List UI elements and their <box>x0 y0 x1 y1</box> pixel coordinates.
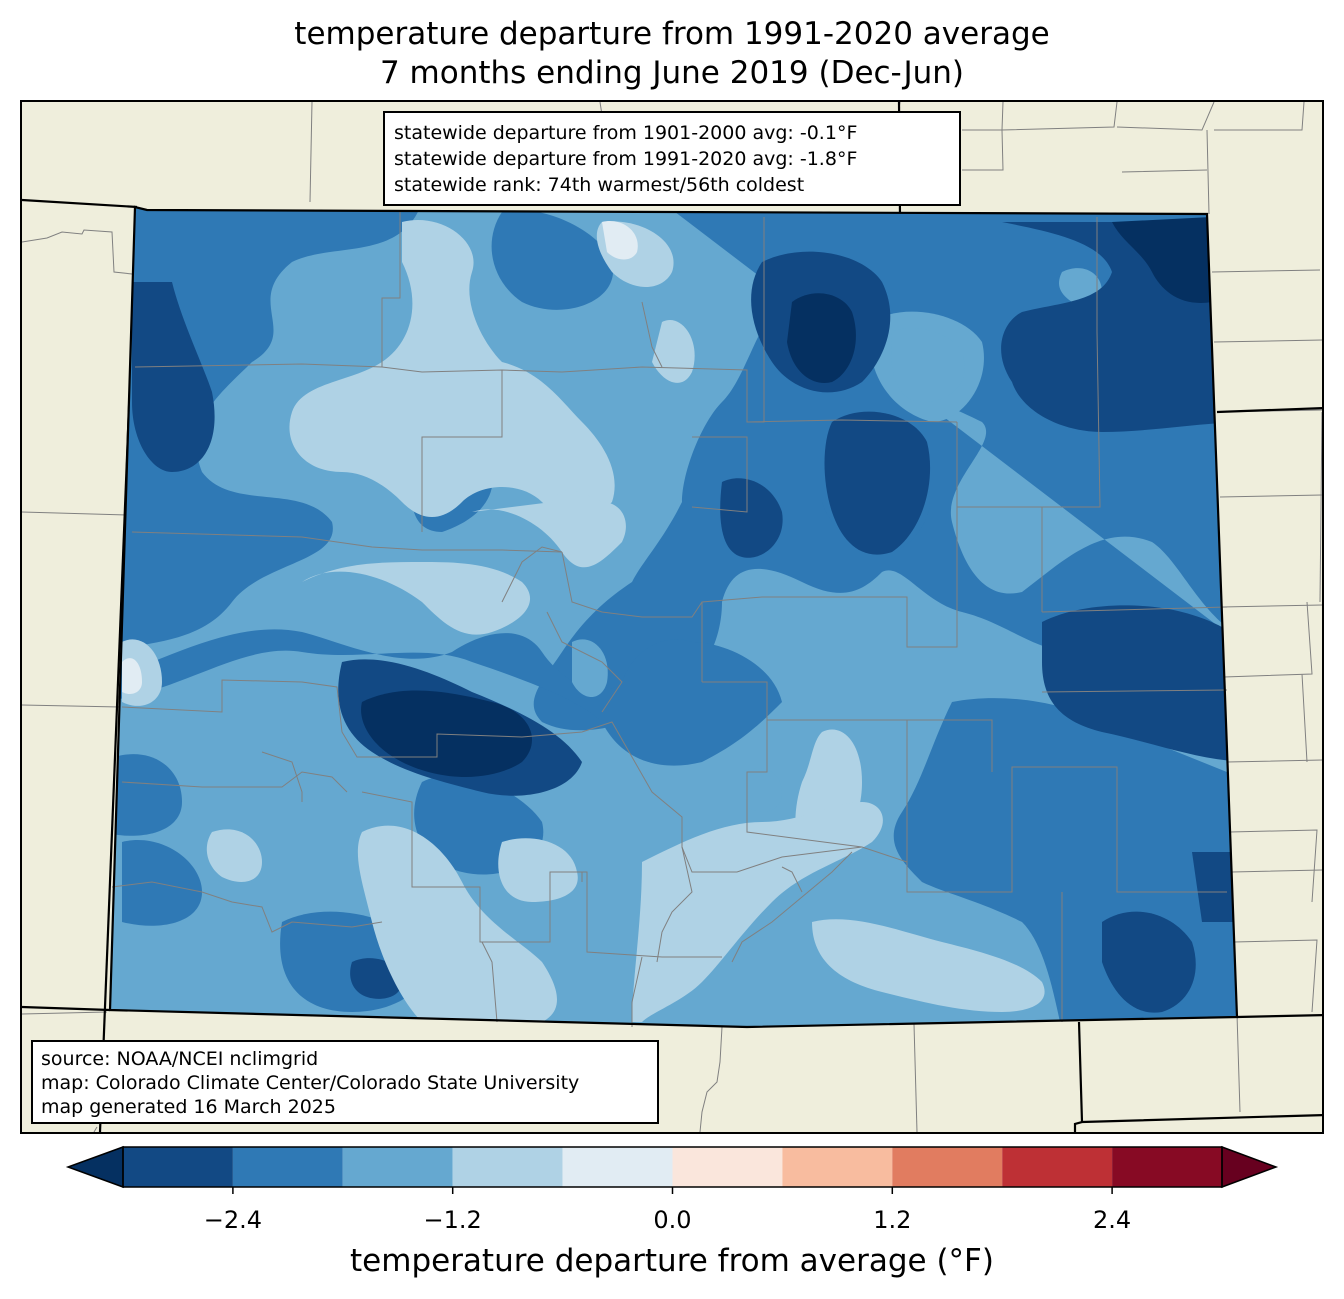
source-line-generated: map generated 16 March 2025 <box>41 1096 336 1118</box>
contour-band-below-minus-3 <box>361 217 1212 777</box>
colorado-county-lines <box>111 212 1228 1027</box>
colorbar-tick-label: 1.2 <box>873 1206 912 1234</box>
colorbar <box>65 1145 1279 1194</box>
colorbar-segment <box>1112 1147 1222 1187</box>
colorbar-segment <box>452 1147 563 1187</box>
temperature-contours <box>110 207 1237 1027</box>
colorbar-segment <box>562 1147 673 1187</box>
colorbar-segment <box>892 1147 1003 1187</box>
colorbar-over-arrow <box>1221 1145 1279 1189</box>
colorbar-segment <box>232 1147 343 1187</box>
contour-band-minus-0-6 <box>122 221 638 694</box>
map-panel <box>20 100 1324 1134</box>
colorbar-tick-label: −1.2 <box>423 1206 482 1234</box>
source-line-map: map: Colorado Climate Center/Colorado St… <box>41 1072 580 1094</box>
statewide-stats-box: statewide departure from 1901-2000 avg: … <box>383 111 961 206</box>
contour-band-minus-1-2 <box>122 220 1045 1022</box>
stats-line-rank: statewide rank: 74th warmest/56th coldes… <box>394 174 805 196</box>
contour-band-minus-1-8-holes <box>572 328 965 812</box>
map-title-line-2: 7 months ending June 2019 (Dec-Jun) <box>379 55 965 91</box>
colorado-temperature-map <box>22 102 1322 1132</box>
colorbar-segment <box>123 1147 233 1187</box>
colorbar-tick-label: 0.0 <box>653 1206 692 1234</box>
colorbar-segment <box>672 1147 783 1187</box>
stats-line-1900-avg: statewide departure from 1901-2000 avg: … <box>394 122 858 144</box>
source-box: source: NOAA/NCEI nclimgrid map: Colorad… <box>31 1040 659 1124</box>
colorbar-under-arrow <box>65 1145 124 1189</box>
stats-line-1991-avg: statewide departure from 1991-2020 avg: … <box>394 148 858 170</box>
colorbar-label: temperature departure from average (°F) <box>350 1243 994 1279</box>
source-line-data: source: NOAA/NCEI nclimgrid <box>41 1048 319 1070</box>
colorbar-segment <box>1002 1147 1113 1187</box>
colorado-border <box>108 205 1239 1029</box>
colorbar-tick-label: −2.4 <box>203 1206 263 1234</box>
colorbar-segment <box>342 1147 453 1187</box>
colorbar-segment <box>782 1147 893 1187</box>
colorbar-tick-label: 2.4 <box>1093 1206 1132 1234</box>
map-title-line-1: temperature departure from 1991-2020 ave… <box>294 16 1050 52</box>
